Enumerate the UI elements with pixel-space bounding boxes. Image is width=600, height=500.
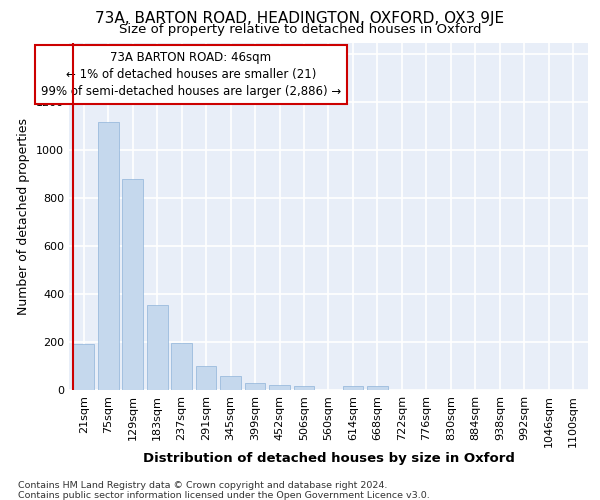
- Bar: [122, 179, 143, 390]
- Bar: [269, 384, 290, 390]
- Bar: [147, 305, 167, 390]
- Bar: [220, 376, 241, 390]
- Bar: [343, 386, 364, 390]
- Text: Contains public sector information licensed under the Open Government Licence v3: Contains public sector information licen…: [18, 491, 430, 500]
- Bar: [245, 384, 265, 390]
- Text: Size of property relative to detached houses in Oxford: Size of property relative to detached ho…: [119, 22, 481, 36]
- Text: Contains HM Land Registry data © Crown copyright and database right 2024.: Contains HM Land Registry data © Crown c…: [18, 481, 388, 490]
- Text: 73A, BARTON ROAD, HEADINGTON, OXFORD, OX3 9JE: 73A, BARTON ROAD, HEADINGTON, OXFORD, OX…: [95, 12, 505, 26]
- Bar: [98, 122, 119, 390]
- Text: 73A BARTON ROAD: 46sqm
← 1% of detached houses are smaller (21)
99% of semi-deta: 73A BARTON ROAD: 46sqm ← 1% of detached …: [41, 51, 341, 98]
- Bar: [367, 386, 388, 390]
- Y-axis label: Number of detached properties: Number of detached properties: [17, 118, 31, 315]
- X-axis label: Distribution of detached houses by size in Oxford: Distribution of detached houses by size …: [143, 452, 514, 466]
- Bar: [171, 344, 192, 390]
- Bar: [293, 386, 314, 390]
- Bar: [196, 366, 217, 390]
- Bar: [73, 344, 94, 390]
